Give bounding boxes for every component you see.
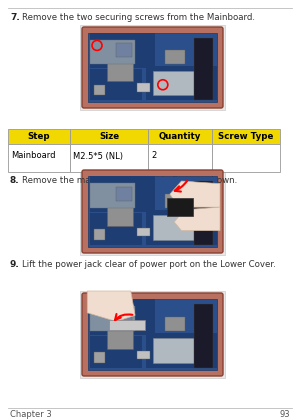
Bar — [194, 38, 213, 100]
Text: Lift the power jack clear of power port on the Lower Cover.: Lift the power jack clear of power port … — [22, 260, 276, 269]
Text: Screw Type: Screw Type — [218, 132, 274, 141]
Bar — [212, 129, 280, 144]
Bar — [212, 144, 280, 172]
Bar — [88, 33, 217, 102]
Bar — [116, 186, 132, 201]
Bar — [167, 198, 193, 216]
Bar — [88, 176, 217, 247]
Bar — [90, 69, 142, 100]
Bar — [80, 168, 225, 255]
Bar — [88, 299, 217, 370]
Bar — [94, 352, 105, 363]
Polygon shape — [170, 181, 220, 207]
Bar — [107, 205, 133, 226]
Text: 7.: 7. — [10, 13, 20, 22]
Text: Remove the two securing screws from the Mainboard.: Remove the two securing screws from the … — [22, 13, 255, 22]
Bar — [194, 304, 213, 368]
Bar — [146, 333, 217, 368]
Bar — [109, 320, 145, 330]
Bar — [148, 144, 212, 172]
Bar — [165, 194, 185, 208]
Bar — [165, 317, 185, 331]
Bar — [80, 25, 225, 110]
Text: 93: 93 — [279, 410, 290, 419]
Bar — [152, 71, 198, 95]
Bar — [90, 299, 154, 334]
FancyBboxPatch shape — [82, 170, 223, 253]
Bar — [80, 291, 225, 378]
Polygon shape — [174, 207, 220, 231]
Bar — [116, 43, 132, 57]
Text: Size: Size — [99, 132, 119, 141]
Bar — [90, 176, 154, 212]
Text: 9.: 9. — [10, 260, 20, 269]
Bar — [148, 129, 212, 144]
Text: 2: 2 — [151, 152, 156, 160]
Bar — [137, 83, 150, 92]
Bar — [146, 210, 217, 245]
Text: M2.5*5 (NL): M2.5*5 (NL) — [73, 152, 123, 160]
FancyBboxPatch shape — [82, 27, 223, 108]
Text: Quantity: Quantity — [159, 132, 201, 141]
Bar — [94, 229, 105, 240]
Polygon shape — [87, 291, 135, 321]
Bar — [107, 60, 133, 81]
Bar — [90, 306, 135, 331]
Bar — [137, 351, 150, 360]
FancyBboxPatch shape — [82, 293, 223, 376]
Bar — [165, 50, 185, 64]
Text: Mainboard: Mainboard — [11, 152, 56, 160]
Bar — [116, 310, 132, 324]
Bar — [90, 40, 135, 64]
Bar — [70, 144, 148, 172]
Bar — [8, 144, 70, 172]
Bar — [152, 338, 198, 363]
Bar — [94, 85, 105, 95]
Text: Remove the main board, rightside first, as shown.: Remove the main board, rightside first, … — [22, 176, 237, 185]
Bar — [194, 181, 213, 245]
Bar — [90, 336, 142, 368]
Bar — [137, 228, 150, 236]
Bar — [90, 213, 142, 245]
Bar — [152, 215, 198, 240]
Text: 8.: 8. — [10, 176, 20, 185]
Text: Chapter 3: Chapter 3 — [10, 410, 52, 419]
Text: Step: Step — [28, 132, 50, 141]
Bar — [146, 66, 217, 100]
Bar — [107, 328, 133, 349]
Bar — [70, 129, 148, 144]
Bar — [90, 33, 154, 68]
Bar — [8, 129, 70, 144]
Bar — [90, 183, 135, 208]
